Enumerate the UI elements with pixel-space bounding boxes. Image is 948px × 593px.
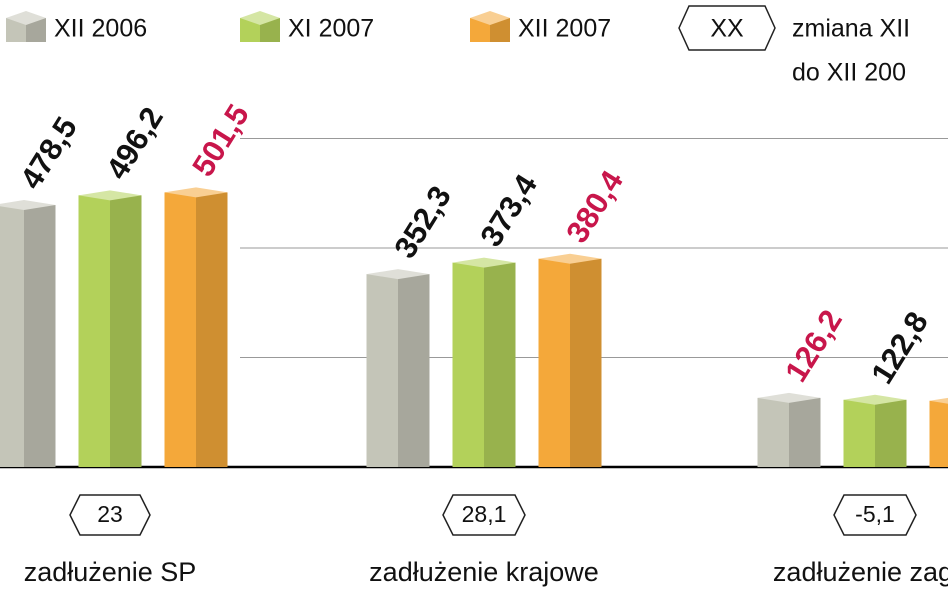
change-label: 23	[97, 501, 123, 527]
bar-right	[24, 205, 56, 468]
bar-left	[843, 399, 875, 467]
bar-top	[452, 257, 516, 268]
bar-top	[164, 187, 228, 198]
bar-right	[196, 192, 228, 467]
legend-label: XII 2007	[518, 15, 611, 43]
value-label: 122,8	[864, 305, 935, 389]
legend-swatch-right	[490, 18, 510, 42]
legend-change-marker: XX	[710, 15, 744, 43]
legend-label: XI 2007	[288, 15, 374, 43]
legend-swatch-right	[260, 18, 280, 42]
change-badge	[442, 494, 526, 536]
bar-left	[452, 262, 484, 467]
bar-top	[843, 394, 907, 405]
value-label: 501,5	[185, 98, 256, 182]
bar-top	[0, 200, 56, 211]
legend-change-text: do XII 200	[792, 59, 906, 87]
bar-top	[366, 269, 430, 280]
value-label: 496,2	[99, 101, 170, 185]
legend-swatch-right	[26, 18, 46, 42]
change-label: -5,1	[855, 501, 895, 527]
bar-left	[757, 397, 789, 467]
legend-swatch-left	[470, 18, 490, 42]
bar	[366, 269, 430, 467]
change-badge	[69, 494, 151, 536]
bar	[164, 187, 228, 467]
value-label: 126,2	[778, 304, 849, 388]
bar-top	[929, 397, 948, 404]
legend-swatch-top	[240, 11, 280, 25]
x-tick-label: zadłużenie zagra	[773, 557, 948, 587]
bar-right	[484, 262, 516, 467]
bar-top	[757, 392, 821, 403]
bar	[929, 397, 948, 467]
x-tick-label: zadłużenie SP	[24, 557, 197, 587]
bar	[78, 190, 142, 467]
x-tick-label: zadłużenie krajowe	[369, 557, 599, 587]
bar-right	[398, 274, 430, 467]
bar	[452, 257, 516, 467]
bar-left	[929, 400, 948, 467]
legend-swatch-top	[6, 11, 46, 25]
value-label: 373,4	[473, 168, 544, 253]
bar	[0, 200, 56, 468]
bar-right	[570, 258, 602, 467]
legend-swatch-top	[470, 11, 510, 25]
change-badge	[833, 494, 917, 536]
bar-left	[78, 195, 110, 467]
bar-top	[78, 190, 142, 201]
bar-top	[538, 253, 602, 264]
legend-change-badge	[678, 5, 776, 51]
value-label: 380,4	[559, 164, 630, 249]
value-label: 352,3	[387, 180, 458, 264]
bar-left	[366, 274, 398, 467]
bar-left	[0, 205, 24, 468]
bar	[757, 392, 821, 467]
legend-label: XII 2006	[54, 15, 147, 43]
bar-left	[164, 192, 196, 467]
bar-right	[875, 399, 907, 467]
legend-swatch-left	[240, 18, 260, 42]
bar-right	[110, 195, 142, 467]
bar-right	[789, 397, 821, 467]
bar	[843, 394, 907, 467]
legend-swatch-left	[6, 18, 26, 42]
change-label: 28,1	[462, 501, 507, 527]
bar-left	[538, 258, 570, 467]
bar	[538, 253, 602, 467]
value-label: 478,5	[13, 111, 84, 195]
legend-change-text: zmiana XII	[792, 15, 910, 43]
